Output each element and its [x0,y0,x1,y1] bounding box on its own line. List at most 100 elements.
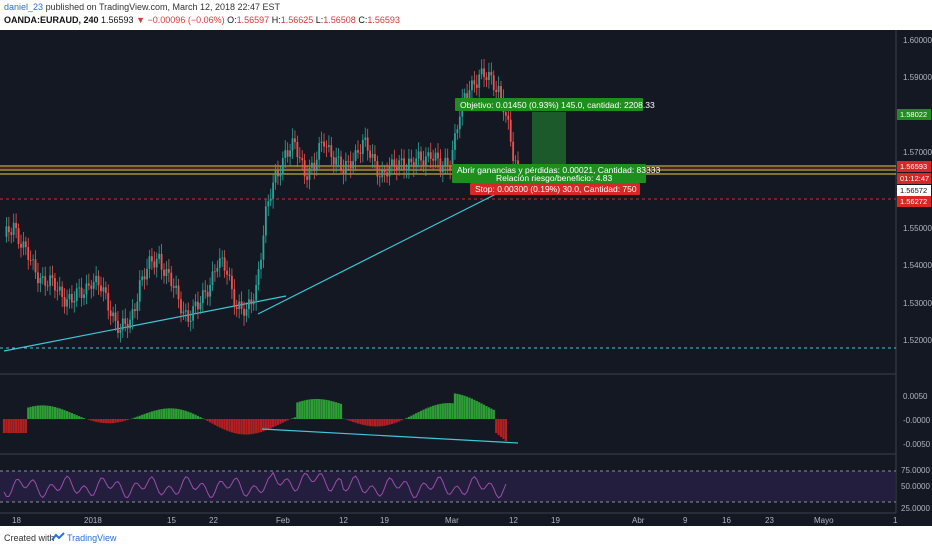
candle-body[interactable] [163,269,165,276]
candle-body[interactable] [182,311,185,314]
macd-axis[interactable]: 0.0050 -0.0000 -0.0050 [903,392,931,449]
candle-body[interactable] [383,170,386,173]
candle-body[interactable] [199,303,202,310]
candle-body[interactable] [109,310,112,317]
candle-body[interactable] [291,138,294,151]
candle-body[interactable] [361,139,364,154]
candle-body[interactable] [327,145,330,148]
candle-body[interactable] [463,93,466,99]
candle-body[interactable] [243,308,245,316]
candle-body[interactable] [24,241,27,248]
candle-body[interactable] [429,152,432,159]
candle-body[interactable] [189,320,192,322]
candle-body[interactable] [407,158,410,170]
time-axis[interactable]: 18 2018 15 22 Feb 12 19 Mar 12 19 Abr 9 … [12,516,898,525]
candle-body[interactable] [267,201,270,207]
candle-body[interactable] [206,291,209,297]
candle-body[interactable] [352,161,355,169]
candle-body[interactable] [512,141,515,161]
candle-body[interactable] [129,319,131,329]
candle-body[interactable] [335,157,338,165]
candle-body[interactable] [87,283,90,286]
candle-body[interactable] [437,152,439,159]
candle-body[interactable] [303,160,306,177]
candle-body[interactable] [381,170,384,178]
tradingview-logo-icon[interactable] [51,531,65,543]
candle-body[interactable] [359,152,362,154]
candle-body[interactable] [369,150,372,158]
candle-body[interactable] [134,309,136,312]
candle-body[interactable] [342,169,345,175]
candle-body[interactable] [90,285,93,289]
candle-body[interactable] [180,299,182,314]
candle-body[interactable] [458,116,461,130]
candle-body[interactable] [177,285,180,300]
username-link[interactable]: daniel_23 [4,2,44,12]
candle-body[interactable] [281,158,284,175]
candle-body[interactable] [422,160,425,167]
candle-body[interactable] [44,276,47,286]
candle-body[interactable] [238,301,241,309]
candle-body[interactable] [473,80,476,85]
candle-body[interactable] [415,158,418,168]
macd-pane[interactable] [2,393,507,441]
tradingview-brand-link[interactable]: TradingView [67,533,117,543]
candle-body[interactable] [454,133,456,150]
candle-body[interactable] [468,90,471,99]
candle-body[interactable] [15,222,18,229]
candle-body[interactable] [119,329,122,333]
candle-body[interactable] [257,269,260,285]
candle-body[interactable] [325,146,328,148]
candle-body[interactable] [49,275,51,286]
candle-body[interactable] [274,170,277,183]
candle-body[interactable] [405,169,408,171]
candle-body[interactable] [124,318,127,324]
candle-body[interactable] [478,74,481,88]
candle-body[interactable] [260,259,262,270]
candle-body[interactable] [488,71,490,81]
candle-body[interactable] [117,320,119,333]
candle-body[interactable] [444,157,447,166]
candle-body[interactable] [262,235,265,260]
candle-body[interactable] [204,290,207,292]
candle-body[interactable] [114,312,117,321]
candle-body[interactable] [277,170,279,177]
candle-body[interactable] [209,284,211,297]
candle-body[interactable] [395,167,398,171]
candle-body[interactable] [233,289,236,308]
macd-divergence-line[interactable] [261,428,519,444]
candle-body[interactable] [301,158,304,161]
candle-body[interactable] [417,151,420,159]
candle-body[interactable] [347,160,350,162]
candle-body[interactable] [400,158,403,161]
candle-body[interactable] [92,282,95,289]
candle-body[interactable] [403,158,405,171]
chart-area[interactable]: Objetivo: 0.01450 (0.93%) 145.0, cantida… [0,30,932,526]
candle-body[interactable] [68,294,71,300]
candle-body[interactable] [250,299,253,305]
candle-body[interactable] [514,160,517,162]
candle-body[interactable] [102,287,105,292]
chart-svg[interactable]: Objetivo: 0.01450 (0.93%) 145.0, cantida… [0,30,932,526]
candle-body[interactable] [289,150,291,157]
candle-body[interactable] [54,278,56,291]
candle-body[interactable] [27,247,30,261]
candle-body[interactable] [284,150,287,159]
candle-body[interactable] [427,152,430,157]
candle-body[interactable] [255,284,258,301]
candle-body[interactable] [83,294,85,299]
candle-body[interactable] [29,260,32,261]
candle-body[interactable] [37,272,39,284]
candle-body[interactable] [364,137,367,140]
candle-body[interactable] [7,226,10,233]
candle-body[interactable] [449,165,452,170]
candle-body[interactable] [126,323,129,329]
candle-body[interactable] [294,138,296,143]
candle-body[interactable] [100,285,102,292]
candle-body[interactable] [252,300,255,305]
candle-body[interactable] [471,80,473,91]
candle-body[interactable] [376,161,379,177]
candle-body[interactable] [10,232,13,235]
candle-body[interactable] [58,286,61,291]
candle-body[interactable] [420,151,422,161]
